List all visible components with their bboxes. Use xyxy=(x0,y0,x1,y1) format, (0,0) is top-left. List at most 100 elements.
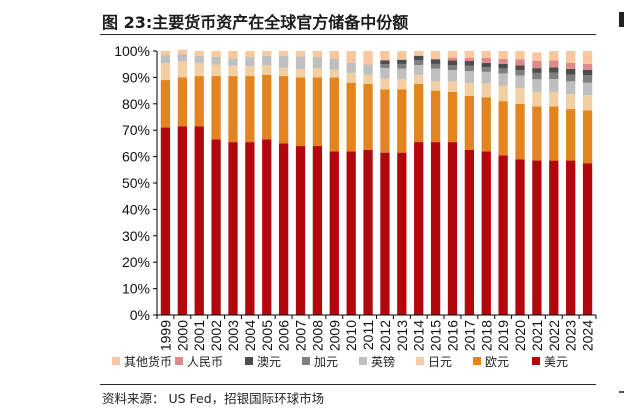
bar-segment xyxy=(481,62,491,68)
bar-segment xyxy=(363,150,373,315)
bar-segment xyxy=(414,84,424,143)
bar-segment xyxy=(278,143,289,315)
bar-segment xyxy=(447,142,458,315)
bar-segment xyxy=(566,51,576,63)
bar-segment xyxy=(329,77,339,152)
bar-segment xyxy=(515,65,525,71)
legend-swatch xyxy=(245,357,253,365)
bar-segment xyxy=(532,79,542,92)
bar-segment xyxy=(498,51,508,59)
bar-segment xyxy=(346,72,356,83)
bar-segment xyxy=(228,58,238,66)
bar-segment xyxy=(582,82,593,96)
y-axis: 0% 10% 20% 30% 40% 50% 60% 70% 80% 90% 100% xyxy=(114,43,158,323)
x-tick-label: 2020 xyxy=(512,320,528,351)
bar-segment xyxy=(211,76,221,140)
x-tick-label: 2001 xyxy=(191,320,207,351)
bar-segment xyxy=(177,49,187,54)
title-divider xyxy=(100,34,596,35)
legend-swatch xyxy=(473,357,481,365)
bar-segment xyxy=(498,101,508,156)
bar-segment xyxy=(397,63,407,69)
bar-segment xyxy=(430,90,441,143)
bar-segment xyxy=(245,51,255,58)
bar-segment xyxy=(464,95,475,150)
adjacent-panel-edge xyxy=(619,12,624,27)
y-tick-label: 0% xyxy=(130,307,150,323)
bar-segment xyxy=(566,81,576,95)
bar-segment xyxy=(380,78,390,90)
bar-segment xyxy=(447,70,458,82)
bar-segment xyxy=(566,160,576,315)
bar-segment xyxy=(160,80,171,128)
bar-segment xyxy=(346,62,356,73)
bar-segment xyxy=(194,126,204,316)
x-tick-label: 2016 xyxy=(444,320,460,351)
bar-segment xyxy=(262,139,272,315)
bar-segment xyxy=(177,53,187,62)
bar-segment xyxy=(447,91,458,143)
bar-segment xyxy=(245,66,255,77)
bar-segment xyxy=(295,77,306,147)
bar-segment xyxy=(312,51,323,58)
bar-segment xyxy=(160,51,171,56)
bar-segment xyxy=(549,91,559,107)
y-tick-label: 30% xyxy=(122,228,150,244)
bar-segment xyxy=(498,155,508,315)
bar-segment xyxy=(515,51,525,60)
x-axis: 1999 2000 2001 2002 2003 2004 2005 2006 2007 2008… xyxy=(156,314,597,351)
bar-segment xyxy=(464,57,475,62)
legend-swatch xyxy=(175,357,183,365)
bar-segment xyxy=(414,59,424,65)
bar-segment xyxy=(278,67,289,77)
bar-segment xyxy=(532,68,542,73)
x-tick-label: 2023 xyxy=(563,320,579,351)
y-tick-label: 20% xyxy=(122,254,150,270)
bar-segment xyxy=(447,60,458,65)
legend-swatch xyxy=(112,357,120,365)
bar-segment xyxy=(481,51,491,58)
legend-label: 澳元 xyxy=(257,355,281,369)
bar-segment xyxy=(329,151,339,315)
bar-segment xyxy=(515,70,525,76)
bar-segment xyxy=(262,55,272,66)
x-tick-label: 2019 xyxy=(495,320,511,351)
bar-segment xyxy=(245,76,255,143)
bar-segment xyxy=(363,74,373,84)
bar-segment xyxy=(262,51,272,56)
bar-segment xyxy=(582,63,593,70)
legend: 其他货币 人民币 澳元 加元 英镑 日元 欧元 美元 xyxy=(112,354,568,369)
bar-segment xyxy=(177,61,187,78)
bar-segment xyxy=(532,52,542,61)
bar-segment xyxy=(295,56,306,69)
bar-segment xyxy=(430,63,441,69)
bar-segment xyxy=(481,151,491,315)
bar-segment xyxy=(295,68,306,78)
bar-segment xyxy=(566,62,576,69)
bar-segment xyxy=(566,94,576,110)
bar-segment xyxy=(498,63,508,69)
bar-segment xyxy=(245,142,255,315)
figure-title-text: 主要货币资产在全球官方储备中份额 xyxy=(152,13,409,32)
x-tick-label: 2021 xyxy=(529,320,545,351)
bar-segment xyxy=(582,69,593,76)
bar-segment xyxy=(566,109,576,161)
y-tick-label: 100% xyxy=(114,43,150,59)
x-tick-label: 2004 xyxy=(242,320,258,351)
bar-segment xyxy=(177,77,187,127)
bar-segment xyxy=(380,60,390,65)
bar-segment xyxy=(549,51,559,61)
bar-segment xyxy=(498,73,508,86)
bar-segment xyxy=(160,127,171,315)
legend-label: 日元 xyxy=(428,355,452,369)
bar-segment xyxy=(295,51,306,57)
x-tick-label: 2018 xyxy=(478,320,494,351)
bar-segment xyxy=(430,59,441,64)
bar-segment xyxy=(194,62,204,77)
bar-segment xyxy=(312,68,323,78)
bar-segment xyxy=(549,72,559,79)
x-tick-label: 2012 xyxy=(377,320,393,351)
bar-segment xyxy=(194,76,204,127)
bar-segment xyxy=(363,64,373,75)
